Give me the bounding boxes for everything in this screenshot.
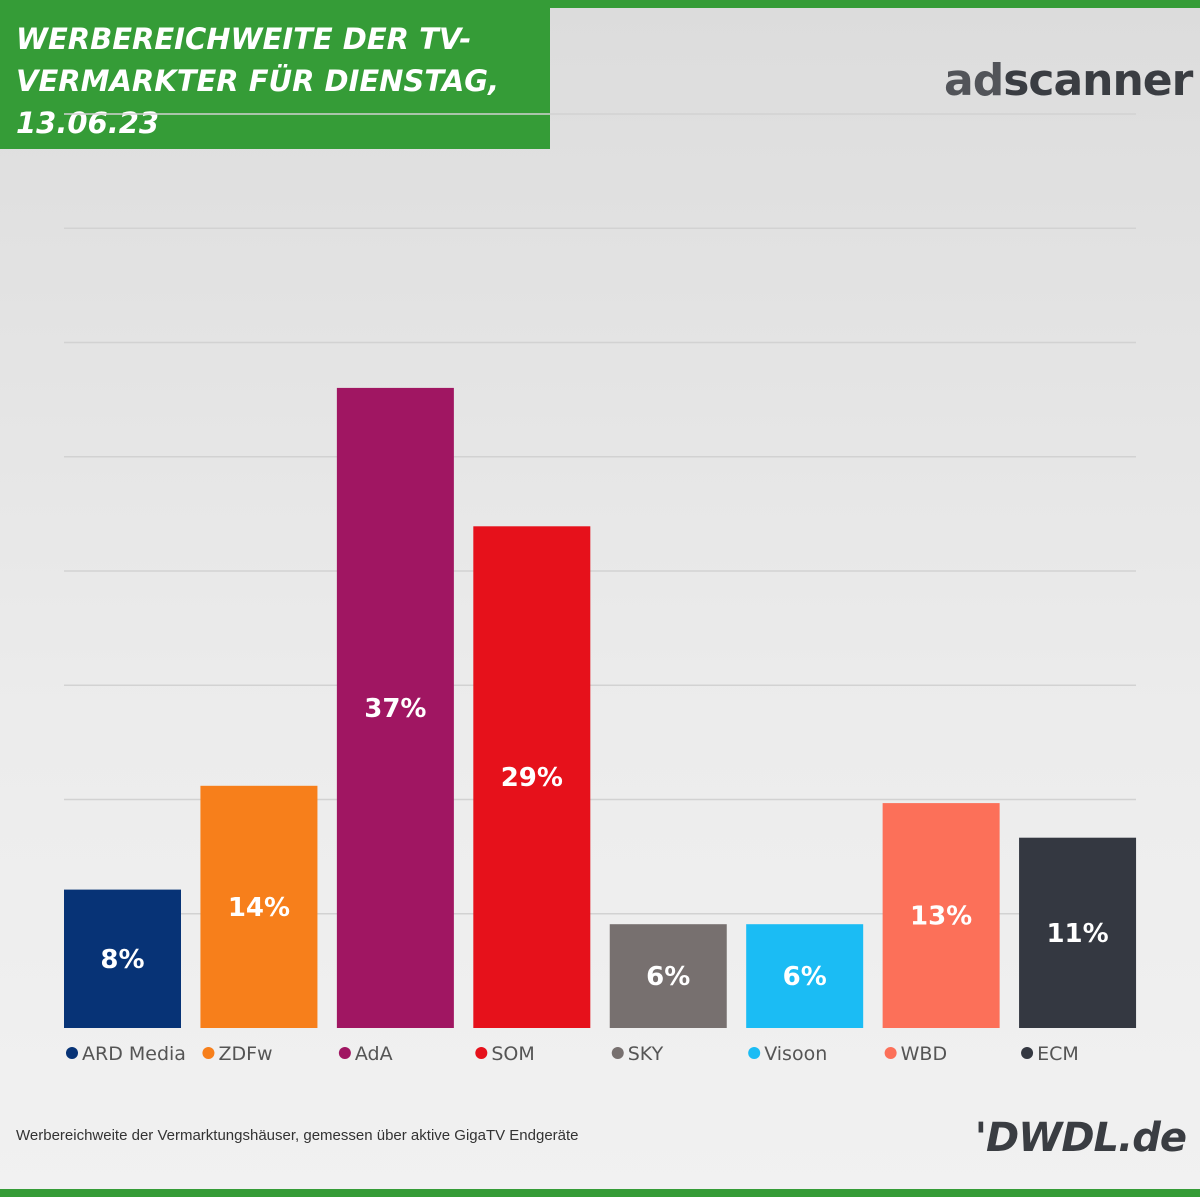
legend-label-wbd: WBD (901, 1043, 947, 1065)
data-label-som: 29% (501, 763, 563, 793)
bar-ecm (1019, 837, 1137, 1028)
data-label-ada: 37% (364, 694, 426, 724)
chart-title: WERBEREICHWEITE DER TV-VERMARKTER FÜR DI… (16, 22, 500, 140)
data-label-visoon: 6% (783, 962, 827, 992)
legend-label-ard-media: ARD Media (82, 1043, 186, 1065)
adscanner-logo: adscanner (944, 55, 1193, 106)
bottom-accent-line (0, 1189, 1200, 1197)
bar-chart: 8% ARD Media 14% ZDFw 37% AdA 29% SOM 6% SKY 6% Vis… (64, 113, 1137, 1065)
bar-sky (609, 924, 727, 1028)
adscanner-logo-scanner: scanner (1003, 55, 1193, 106)
data-label-ecm: 11% (1046, 919, 1108, 949)
legend-marker-ard-media (66, 1047, 78, 1059)
data-label-zdfw: 14% (228, 893, 290, 923)
legend-label-ecm: ECM (1037, 1043, 1079, 1065)
legend-label-ada: AdA (355, 1043, 393, 1065)
bar-ada (336, 387, 454, 1028)
legend-label-som: SOM (491, 1043, 534, 1065)
data-label-sky: 6% (646, 962, 690, 992)
footnote: Werbereichweite der Vermarktungshäuser, … (16, 1127, 579, 1144)
legend-marker-wbd (884, 1047, 897, 1059)
data-label-ard-media: 8% (100, 945, 144, 975)
legend-label-visoon: Visoon (764, 1043, 827, 1065)
adscanner-logo-ad: ad (944, 55, 1004, 106)
bar-wbd (882, 803, 1000, 1028)
title-banner: WERBEREICHWEITE DER TV-VERMARKTER FÜR DI… (0, 8, 550, 149)
bar-visoon (746, 924, 864, 1028)
top-accent-line (0, 0, 1200, 8)
dwdl-logo: 'DWDL.de (974, 1115, 1187, 1161)
legend-marker-visoon (748, 1047, 761, 1059)
legend-marker-sky (611, 1047, 624, 1059)
legend-label-sky: SKY (628, 1043, 664, 1065)
bar-zdfw (200, 785, 318, 1028)
legend-marker-ada (338, 1047, 351, 1059)
legend-label-zdfw: ZDFw (218, 1043, 272, 1065)
data-label-wbd: 13% (910, 902, 972, 932)
legend-marker-zdfw (202, 1047, 215, 1059)
legend-marker-ecm (1021, 1047, 1034, 1059)
bar-ard-media (64, 889, 181, 1028)
bar-som (473, 526, 591, 1028)
legend-marker-som (475, 1047, 488, 1059)
